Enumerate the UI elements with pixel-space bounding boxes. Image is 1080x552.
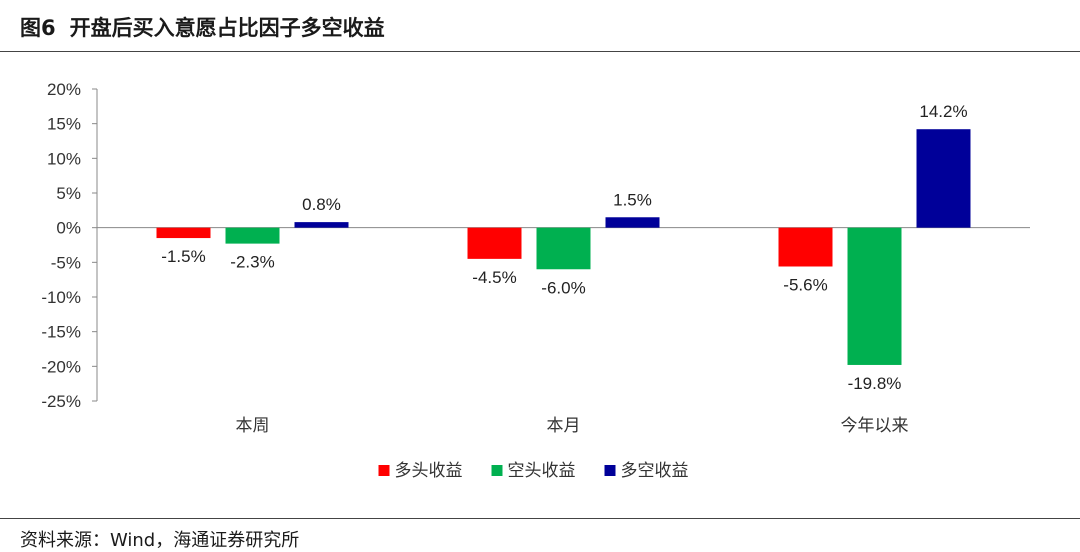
legend-swatch <box>604 465 616 476</box>
legend-label: 多空收益 <box>621 461 689 480</box>
figure-title: 图6 开盘后买入意愿占比因子多空收益 <box>20 12 385 42</box>
y-tick-label: 20% <box>47 80 81 99</box>
data-label: -6.0% <box>541 278 585 297</box>
figure-footer: 资料来源：Wind，海通证券研究所 <box>0 518 1080 551</box>
bar <box>467 227 522 259</box>
data-label: -5.6% <box>783 275 827 294</box>
bar <box>778 227 833 267</box>
bar <box>916 129 971 228</box>
legend-label: 多头收益 <box>395 461 463 480</box>
y-tick-label: -20% <box>41 357 81 376</box>
y-tick-label: -25% <box>41 392 81 411</box>
data-label: 0.8% <box>302 195 341 214</box>
legend-swatch <box>491 465 503 476</box>
source-note: 资料来源：Wind，海通证券研究所 <box>20 530 300 551</box>
legend-swatch <box>378 465 390 476</box>
figure-title-text: 开盘后买入意愿占比因子多空收益 <box>69 16 385 40</box>
bar <box>156 227 211 239</box>
figure-number: 图6 <box>20 16 56 40</box>
y-tick-label: -15% <box>41 323 81 342</box>
bar <box>605 217 660 228</box>
bar-chart: 20% 15% 10% 5% 0% -5% -10% -15% -20% -25% -1.5% -2.… <box>41 80 1030 480</box>
figure-header: 图6 开盘后买入意愿占比因子多空收益 <box>0 0 1080 52</box>
y-tick-label: 5% <box>56 184 81 203</box>
data-label: -4.5% <box>472 268 516 287</box>
data-label: 1.5% <box>613 190 652 209</box>
x-tick-label: 本月 <box>547 416 581 435</box>
bar <box>536 227 591 270</box>
data-label: -1.5% <box>161 247 205 266</box>
bar <box>847 227 902 365</box>
x-tick-label: 今年以来 <box>841 416 909 435</box>
data-label: -2.3% <box>230 253 274 272</box>
y-tick-label: 15% <box>47 115 81 134</box>
y-tick-label: 0% <box>56 219 81 238</box>
y-tick-label: -10% <box>41 288 81 307</box>
bar <box>294 222 349 228</box>
y-tick-label: -5% <box>51 253 81 272</box>
data-label: -19.8% <box>848 374 902 393</box>
legend-label: 空头收益 <box>508 461 576 480</box>
data-label: 14.2% <box>919 102 967 121</box>
x-tick-label: 本周 <box>236 416 270 435</box>
y-tick-label: 10% <box>47 149 81 168</box>
bar <box>225 227 280 244</box>
